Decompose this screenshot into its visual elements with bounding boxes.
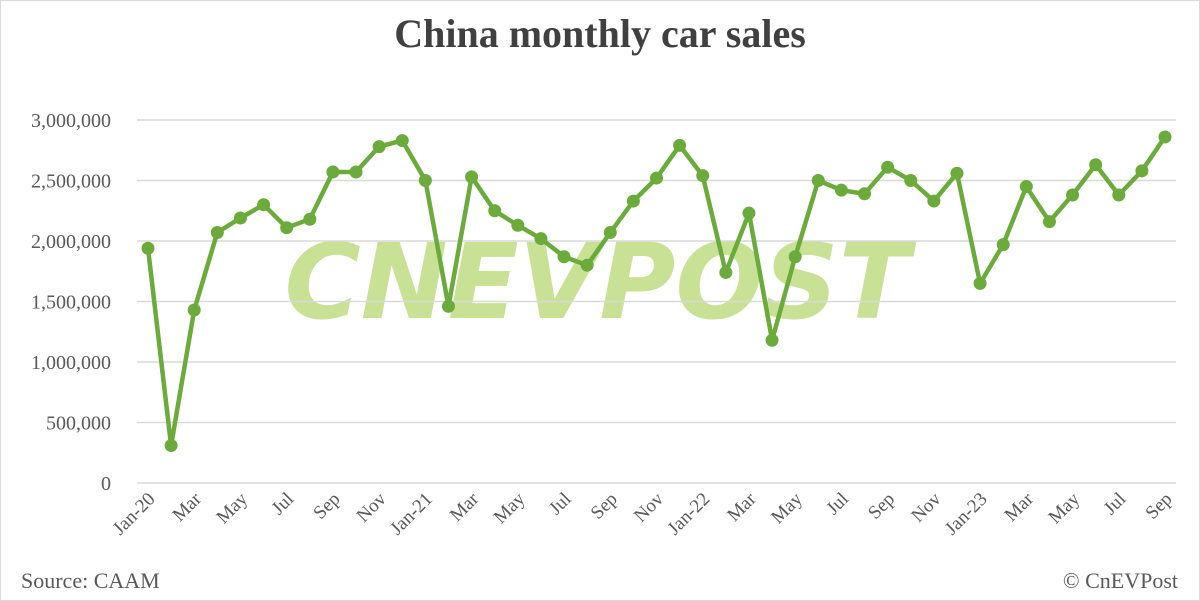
data-point-marker: [1019, 180, 1033, 194]
data-point-marker: [210, 226, 224, 240]
data-point-marker: [788, 250, 802, 264]
data-point-marker: [395, 134, 409, 148]
data-point-marker: [441, 299, 455, 313]
x-tick-label: Sep: [309, 489, 344, 524]
watermark-logo: CNEVPOST: [285, 221, 917, 343]
data-point-marker: [280, 221, 294, 235]
y-tick-label: 1,500,000: [31, 292, 111, 314]
x-tick-label: May: [490, 488, 530, 528]
y-axis-labels: 0 500,000 1,000,000 1,500,000 2,000,000 2,500…: [31, 110, 111, 495]
x-tick-label: Mar: [446, 488, 484, 526]
data-point-marker: [534, 232, 548, 246]
x-tick-label: Mar: [169, 488, 207, 526]
data-point-marker: [187, 303, 201, 317]
x-tick-label: Jan-21: [386, 489, 437, 540]
x-tick-label: Sep: [864, 489, 899, 524]
data-point-marker: [834, 183, 848, 197]
y-tick-label: 2,500,000: [31, 171, 111, 193]
data-point-marker: [141, 241, 155, 255]
data-point-marker: [603, 226, 617, 240]
copyright-note: © CnEVPost: [1062, 568, 1178, 593]
data-point-marker: [626, 194, 640, 208]
data-point-marker: [1066, 188, 1080, 202]
data-point-marker: [973, 276, 987, 290]
x-tick-label: Nov: [353, 488, 391, 526]
x-tick-label: Jul: [268, 489, 299, 520]
x-tick-label: Jan-23: [941, 489, 992, 540]
data-point-marker: [858, 187, 872, 201]
data-point-marker: [349, 165, 363, 179]
data-point-marker: [742, 206, 756, 220]
chart-title: China monthly car sales: [394, 11, 806, 56]
x-tick-label: Mar: [723, 488, 761, 526]
data-point-marker: [1089, 158, 1103, 172]
source-note: Source: CAAM: [21, 568, 160, 593]
data-point-marker: [303, 212, 317, 226]
x-tick-label: Jan-20: [109, 489, 160, 540]
data-point-marker: [650, 171, 663, 185]
y-tick-label: 2,000,000: [31, 231, 111, 253]
data-point-marker: [1112, 188, 1126, 202]
data-point-marker: [372, 140, 386, 154]
x-tick-label: Sep: [587, 489, 622, 524]
data-point-marker: [164, 438, 178, 452]
x-tick-label: Jul: [822, 489, 853, 520]
data-point-marker: [1042, 215, 1056, 229]
x-tick-label: May: [1045, 488, 1085, 528]
y-tick-label: 0: [101, 473, 111, 495]
data-point-marker: [811, 174, 825, 187]
data-point-marker: [1135, 164, 1149, 178]
data-point-marker: [557, 250, 571, 264]
x-tick-label: May: [767, 488, 807, 528]
x-tick-label: Jul: [1100, 489, 1131, 520]
y-tick-label: 500,000: [46, 413, 111, 435]
data-point-marker: [488, 204, 502, 218]
data-point-marker: [326, 165, 340, 179]
x-tick-label: Jul: [545, 489, 576, 520]
data-point-marker: [881, 160, 895, 174]
x-tick-label: Jan-22: [664, 489, 715, 540]
data-point-marker: [696, 169, 710, 183]
x-tick-label: Nov: [630, 488, 668, 526]
y-tick-label: 1,000,000: [31, 352, 111, 374]
watermark-text: CNEVPOST: [285, 221, 917, 343]
data-point-marker: [673, 138, 687, 152]
data-point-marker: [996, 238, 1010, 252]
data-point-marker: [1158, 130, 1172, 144]
data-point-marker: [719, 265, 733, 279]
data-point-marker: [418, 174, 432, 187]
data-point-marker: [233, 211, 247, 225]
data-point-marker: [904, 174, 918, 187]
data-point-marker: [580, 258, 594, 272]
x-tick-label: Nov: [907, 488, 945, 526]
x-tick-label: Sep: [1142, 489, 1177, 524]
data-point-marker: [465, 170, 479, 184]
x-tick-label: Mar: [1001, 488, 1039, 526]
data-series: [141, 130, 1172, 452]
data-point-marker: [511, 218, 525, 232]
data-point-marker: [950, 166, 964, 180]
y-tick-label: 3,000,000: [31, 110, 111, 132]
data-point-marker: [765, 333, 779, 347]
x-tick-label: May: [213, 488, 253, 528]
data-point-marker: [257, 198, 271, 212]
data-point-marker: [927, 194, 941, 208]
